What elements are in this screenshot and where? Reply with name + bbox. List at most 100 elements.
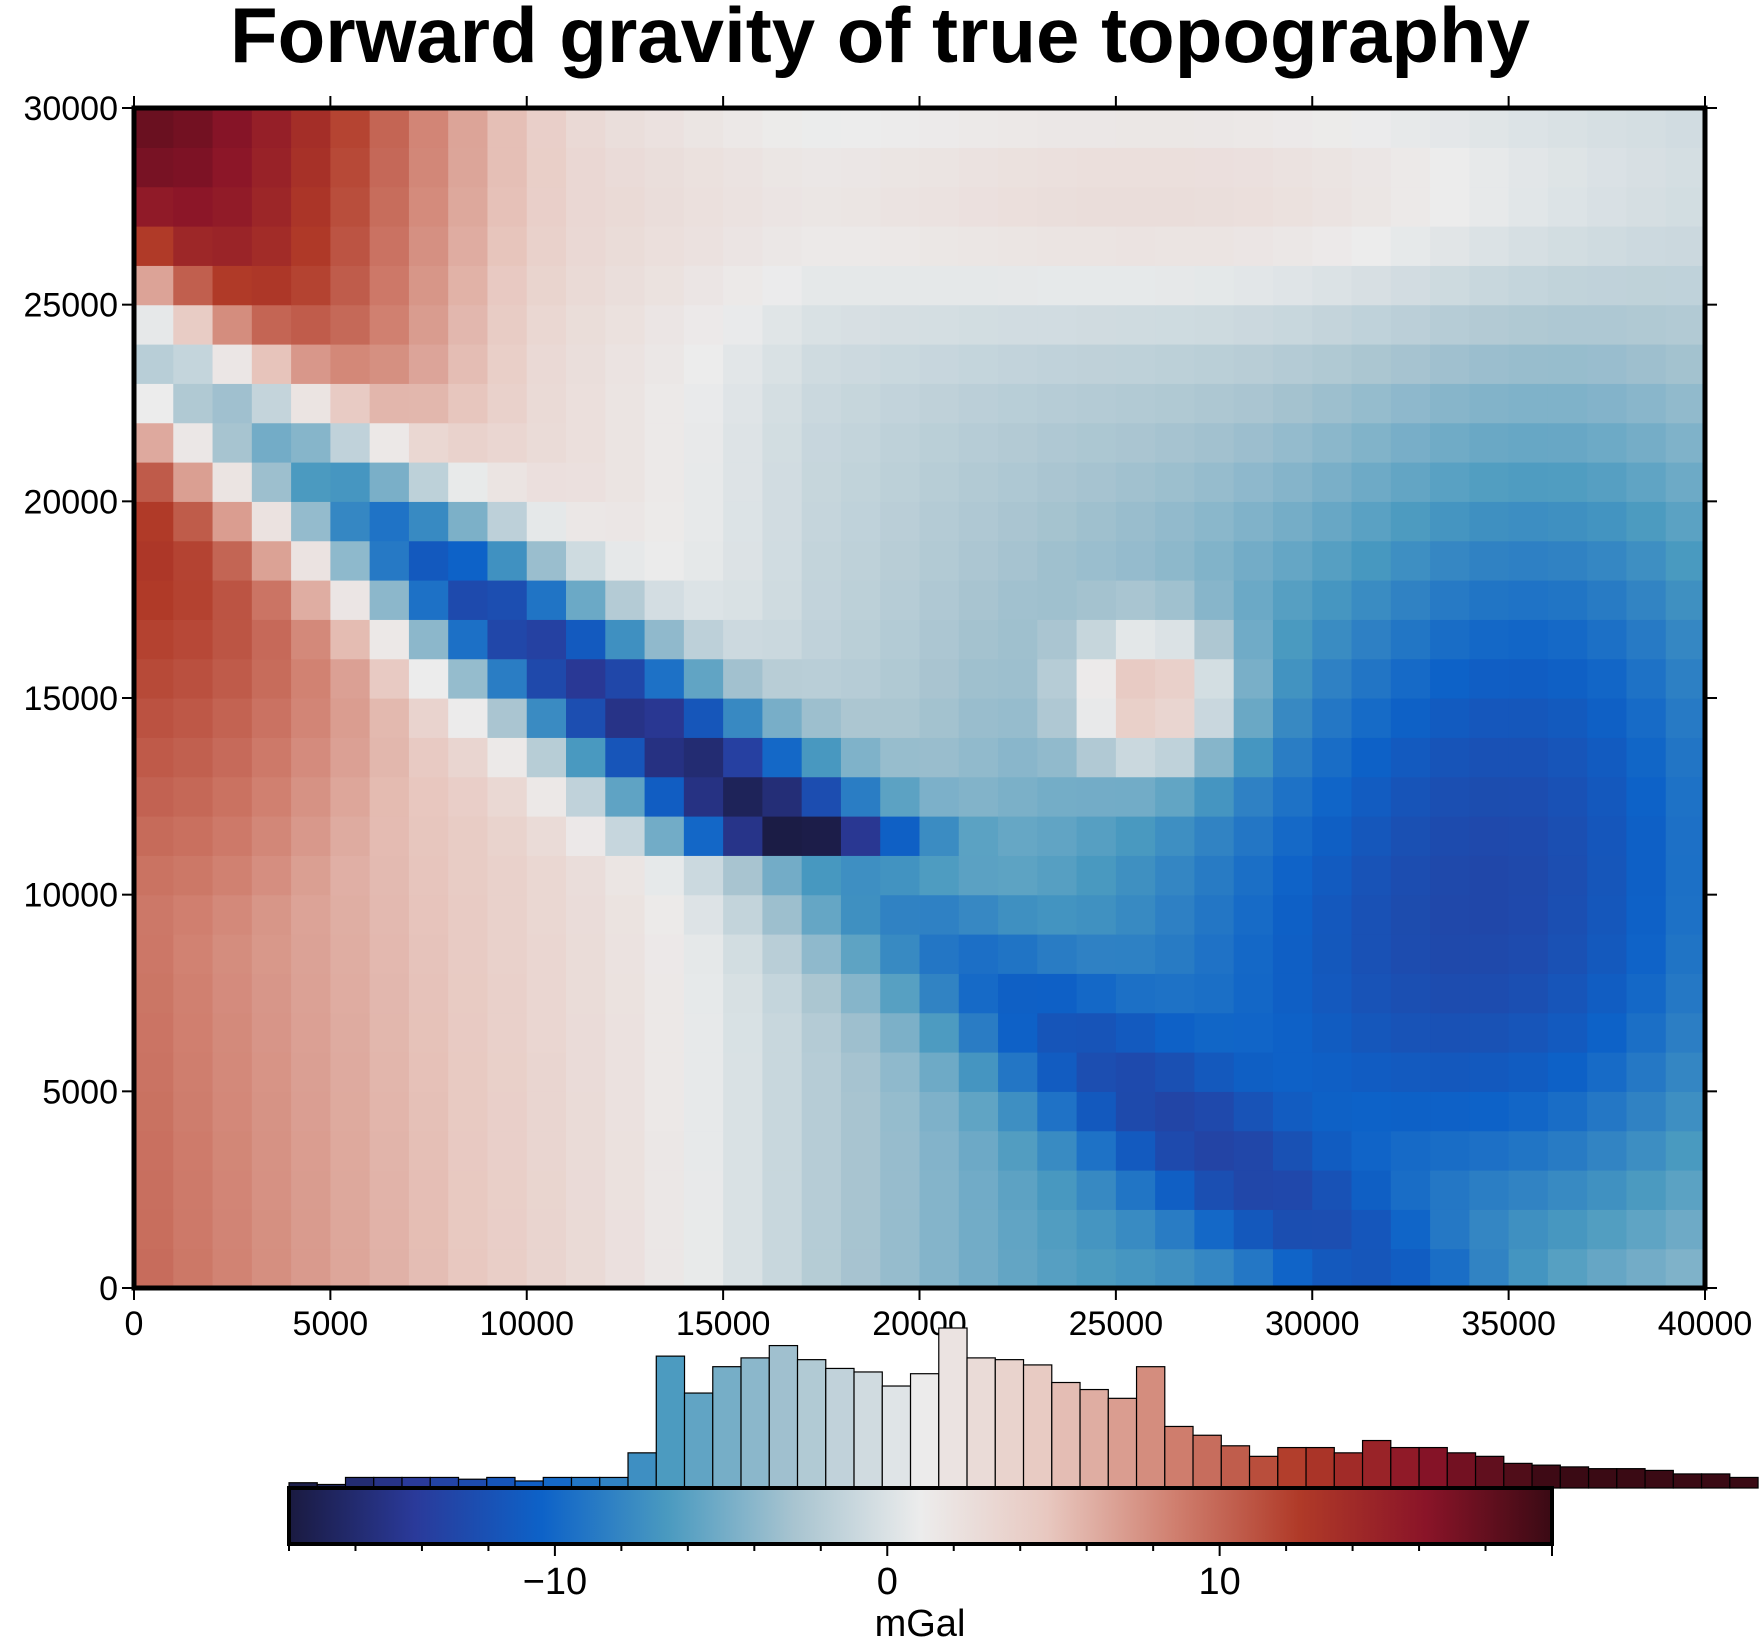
heatmap-cell bbox=[526, 501, 567, 542]
heatmap-cell bbox=[1312, 540, 1353, 581]
heatmap-cell bbox=[1430, 383, 1470, 424]
heatmap-cell bbox=[880, 108, 921, 148]
heatmap-cell bbox=[1626, 1209, 1667, 1250]
heatmap-cell bbox=[1626, 776, 1667, 817]
heatmap-cell bbox=[1233, 855, 1274, 896]
heatmap-cell bbox=[1547, 344, 1588, 384]
heatmap-cell bbox=[919, 934, 960, 974]
heatmap-cell bbox=[1233, 226, 1274, 266]
heatmap-cell bbox=[880, 973, 921, 1014]
heatmap-cell bbox=[1547, 108, 1588, 148]
heatmap-cell bbox=[173, 147, 214, 188]
heatmap-cell bbox=[801, 1091, 842, 1132]
heatmap-cell bbox=[291, 658, 331, 699]
heatmap-cell bbox=[605, 108, 646, 148]
heatmap-cell bbox=[958, 265, 999, 306]
heatmap-cell bbox=[134, 1209, 174, 1250]
heatmap-cell bbox=[330, 580, 371, 620]
heatmap-cell bbox=[1390, 147, 1431, 188]
heatmap-cell bbox=[1430, 462, 1470, 502]
heatmap-cell bbox=[291, 344, 331, 384]
heatmap-cell bbox=[998, 462, 1038, 502]
heatmap-cell bbox=[448, 1248, 489, 1289]
heatmap-cell bbox=[723, 816, 764, 856]
heatmap-cell bbox=[173, 1091, 214, 1132]
heatmap-cell bbox=[1626, 658, 1667, 699]
heatmap-cell bbox=[1508, 108, 1549, 148]
heatmap-cell bbox=[566, 1091, 606, 1132]
heatmap-cell bbox=[1272, 1170, 1313, 1210]
heatmap-cell bbox=[1272, 462, 1313, 502]
heatmap-cell bbox=[1626, 186, 1667, 227]
heatmap-cell bbox=[1272, 894, 1313, 935]
heatmap-cell bbox=[1155, 1130, 1196, 1171]
heatmap-cell bbox=[134, 226, 174, 266]
heatmap-cell bbox=[1469, 934, 1510, 974]
heatmap-cell bbox=[1272, 816, 1313, 856]
heatmap-cell bbox=[1469, 462, 1510, 502]
heatmap-cell bbox=[291, 776, 331, 817]
heatmap-cell bbox=[330, 422, 371, 463]
x-tick-label: 25000 bbox=[1069, 1305, 1164, 1343]
heatmap-cell bbox=[291, 894, 331, 935]
heatmap-cell bbox=[369, 265, 410, 306]
heatmap-cell bbox=[998, 973, 1038, 1014]
heatmap-cell bbox=[1430, 698, 1470, 738]
heatmap-cell bbox=[1115, 383, 1156, 424]
heatmap-cell bbox=[251, 265, 292, 306]
heatmap-cell bbox=[998, 658, 1038, 699]
heatmap-cell bbox=[723, 1209, 764, 1250]
heatmap-cell bbox=[1037, 698, 1078, 738]
heatmap-cell bbox=[369, 1052, 410, 1092]
heatmap-cell bbox=[1155, 501, 1196, 542]
heatmap-cell bbox=[762, 383, 803, 424]
heatmap-cell bbox=[605, 580, 646, 620]
heatmap-cell bbox=[958, 383, 999, 424]
heatmap-cell bbox=[919, 658, 960, 699]
heatmap-cell bbox=[134, 265, 174, 306]
heatmap-cell bbox=[1312, 265, 1353, 306]
heatmap-cell bbox=[1155, 1012, 1196, 1053]
heatmap-cell bbox=[683, 737, 724, 778]
heatmap-cell bbox=[644, 1248, 685, 1289]
heatmap-cell bbox=[487, 619, 528, 660]
heatmap-cell bbox=[1115, 1130, 1156, 1171]
heatmap-cell bbox=[330, 501, 371, 542]
heatmap-cell bbox=[212, 973, 253, 1014]
heatmap-cell bbox=[998, 422, 1038, 463]
heatmap-cell bbox=[1194, 737, 1235, 778]
heatmap-cell bbox=[1194, 776, 1235, 817]
heatmap-cell bbox=[173, 580, 214, 620]
heatmap-cell bbox=[1194, 462, 1235, 502]
heatmap-cell bbox=[644, 1170, 685, 1210]
heatmap-cell bbox=[1430, 1130, 1470, 1171]
heatmap-cell bbox=[1351, 1209, 1392, 1250]
heatmap-cell bbox=[134, 658, 174, 699]
heatmap-cell bbox=[1037, 422, 1078, 463]
heatmap-cell bbox=[173, 1248, 214, 1289]
heatmap-cell bbox=[291, 462, 331, 502]
heatmap-cell bbox=[1233, 304, 1274, 345]
heatmap-cell bbox=[840, 147, 881, 188]
heatmap-cell bbox=[1508, 462, 1549, 502]
heatmap-cell bbox=[1312, 186, 1353, 227]
heatmap-cell bbox=[1037, 658, 1078, 699]
heatmap-cell bbox=[1194, 619, 1235, 660]
heatmap-cell bbox=[566, 422, 606, 463]
heatmap-cell bbox=[1233, 1130, 1274, 1171]
heatmap-cell bbox=[762, 1130, 803, 1171]
heatmap-cell bbox=[880, 894, 921, 935]
heatmap-cell bbox=[840, 973, 881, 1014]
heatmap-cell bbox=[1351, 1170, 1392, 1210]
heatmap-cell bbox=[291, 580, 331, 620]
heatmap-cell bbox=[448, 619, 489, 660]
heatmap-cell bbox=[1469, 108, 1510, 148]
heatmap-cell bbox=[1312, 344, 1353, 384]
heatmap-cell bbox=[1076, 501, 1117, 542]
heatmap-cell bbox=[801, 1248, 842, 1289]
heatmap-cell bbox=[408, 619, 449, 660]
heatmap-cell bbox=[566, 698, 606, 738]
heatmap-cell bbox=[1665, 304, 1706, 345]
heatmap-cell bbox=[1665, 501, 1706, 542]
heatmap-cell bbox=[605, 422, 646, 463]
